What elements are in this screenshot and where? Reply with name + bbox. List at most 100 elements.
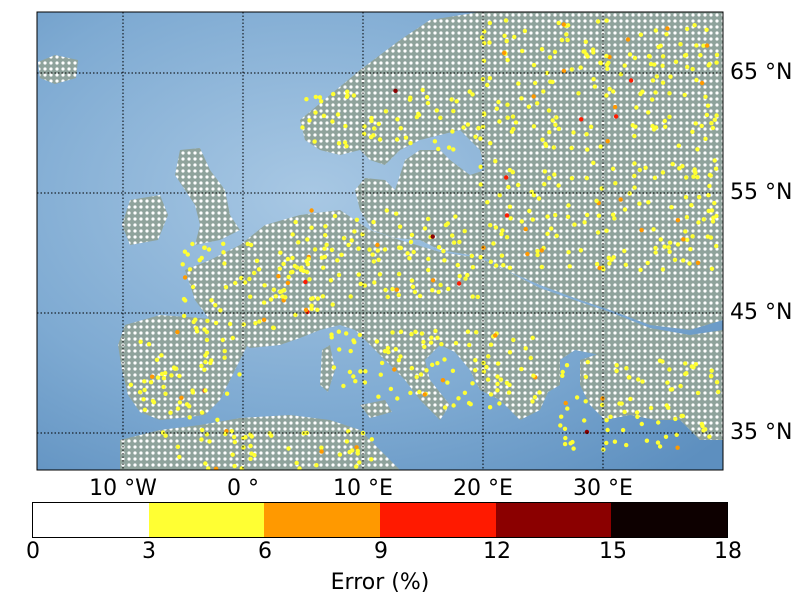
error-point — [638, 32, 644, 37]
lon-label-30e: 30 °E — [573, 476, 633, 501]
error-point — [498, 377, 504, 382]
error-point — [446, 286, 451, 292]
error-point — [392, 367, 397, 372]
error-point — [704, 112, 710, 118]
error-point — [376, 121, 381, 127]
error-point — [329, 247, 335, 253]
error-point — [332, 213, 338, 219]
error-point — [383, 109, 389, 114]
error-point — [304, 269, 310, 275]
error-point — [187, 267, 193, 272]
error-point — [660, 267, 666, 272]
error-point — [660, 170, 666, 175]
error-point — [314, 463, 319, 468]
error-point — [690, 234, 695, 239]
colorbar-title: Error (%) — [330, 570, 430, 595]
error-point — [335, 258, 340, 263]
error-point — [378, 372, 383, 377]
error-point — [632, 133, 637, 139]
error-point — [503, 18, 509, 23]
error-point — [478, 255, 483, 260]
lat-label-35n: 35 °N — [730, 420, 793, 445]
error-point — [446, 145, 452, 150]
error-point — [704, 43, 710, 48]
error-point — [528, 355, 533, 361]
error-point — [453, 214, 458, 219]
error-point — [261, 300, 267, 305]
error-point — [205, 318, 210, 323]
error-point — [319, 445, 324, 450]
error-point — [653, 250, 658, 255]
error-point — [687, 261, 692, 266]
error-point — [689, 203, 694, 208]
error-point — [562, 441, 568, 447]
error-point — [450, 233, 455, 238]
error-point — [377, 272, 383, 277]
error-point — [351, 338, 356, 343]
error-point — [554, 233, 559, 238]
error-point — [230, 452, 235, 457]
error-point — [693, 362, 699, 367]
error-point — [457, 239, 462, 245]
error-point — [390, 286, 395, 292]
error-point — [653, 90, 658, 95]
error-point — [420, 87, 425, 93]
error-point — [596, 213, 602, 218]
error-point — [142, 407, 148, 412]
error-point — [531, 62, 537, 68]
error-point — [148, 380, 154, 385]
error-point — [221, 250, 226, 255]
error-point — [163, 370, 168, 376]
error-point — [628, 78, 634, 83]
error-point — [552, 172, 557, 177]
error-point — [554, 115, 559, 120]
error-point — [694, 77, 699, 83]
error-point — [525, 251, 530, 257]
error-point — [632, 55, 638, 61]
error-point — [422, 392, 427, 397]
lon-label-20e: 20 °E — [453, 476, 513, 501]
error-point — [708, 235, 714, 240]
error-point — [254, 258, 260, 263]
error-point — [519, 96, 524, 101]
error-point — [712, 158, 717, 163]
error-point — [598, 60, 603, 65]
error-point — [704, 27, 709, 32]
error-point — [262, 283, 267, 288]
error-point — [416, 112, 422, 118]
error-point — [506, 184, 511, 190]
error-point — [595, 19, 601, 24]
error-point — [191, 319, 196, 325]
error-point — [644, 438, 650, 443]
error-point — [585, 359, 590, 365]
error-point — [430, 362, 435, 367]
error-point — [690, 129, 695, 134]
error-point — [588, 124, 594, 129]
error-point — [694, 43, 699, 48]
error-point — [620, 427, 626, 433]
error-point — [683, 195, 689, 200]
error-point — [346, 429, 351, 434]
error-point — [220, 337, 225, 343]
error-point — [301, 268, 306, 274]
error-point — [382, 349, 388, 354]
error-point — [652, 62, 657, 67]
error-point — [398, 245, 404, 251]
error-point — [331, 91, 336, 97]
error-point — [541, 89, 546, 94]
error-point — [604, 440, 609, 446]
colorbar-tick-3: 3 — [142, 539, 156, 564]
error-point — [613, 181, 618, 186]
error-point — [215, 417, 220, 422]
error-point — [213, 466, 219, 470]
error-point — [669, 205, 674, 210]
error-point — [565, 37, 570, 43]
error-point — [650, 97, 655, 102]
error-point — [413, 329, 418, 334]
error-point — [453, 340, 459, 346]
error-point — [190, 390, 196, 395]
error-point — [445, 380, 450, 385]
error-point — [689, 364, 694, 369]
error-point — [408, 239, 414, 245]
error-point — [651, 227, 656, 232]
